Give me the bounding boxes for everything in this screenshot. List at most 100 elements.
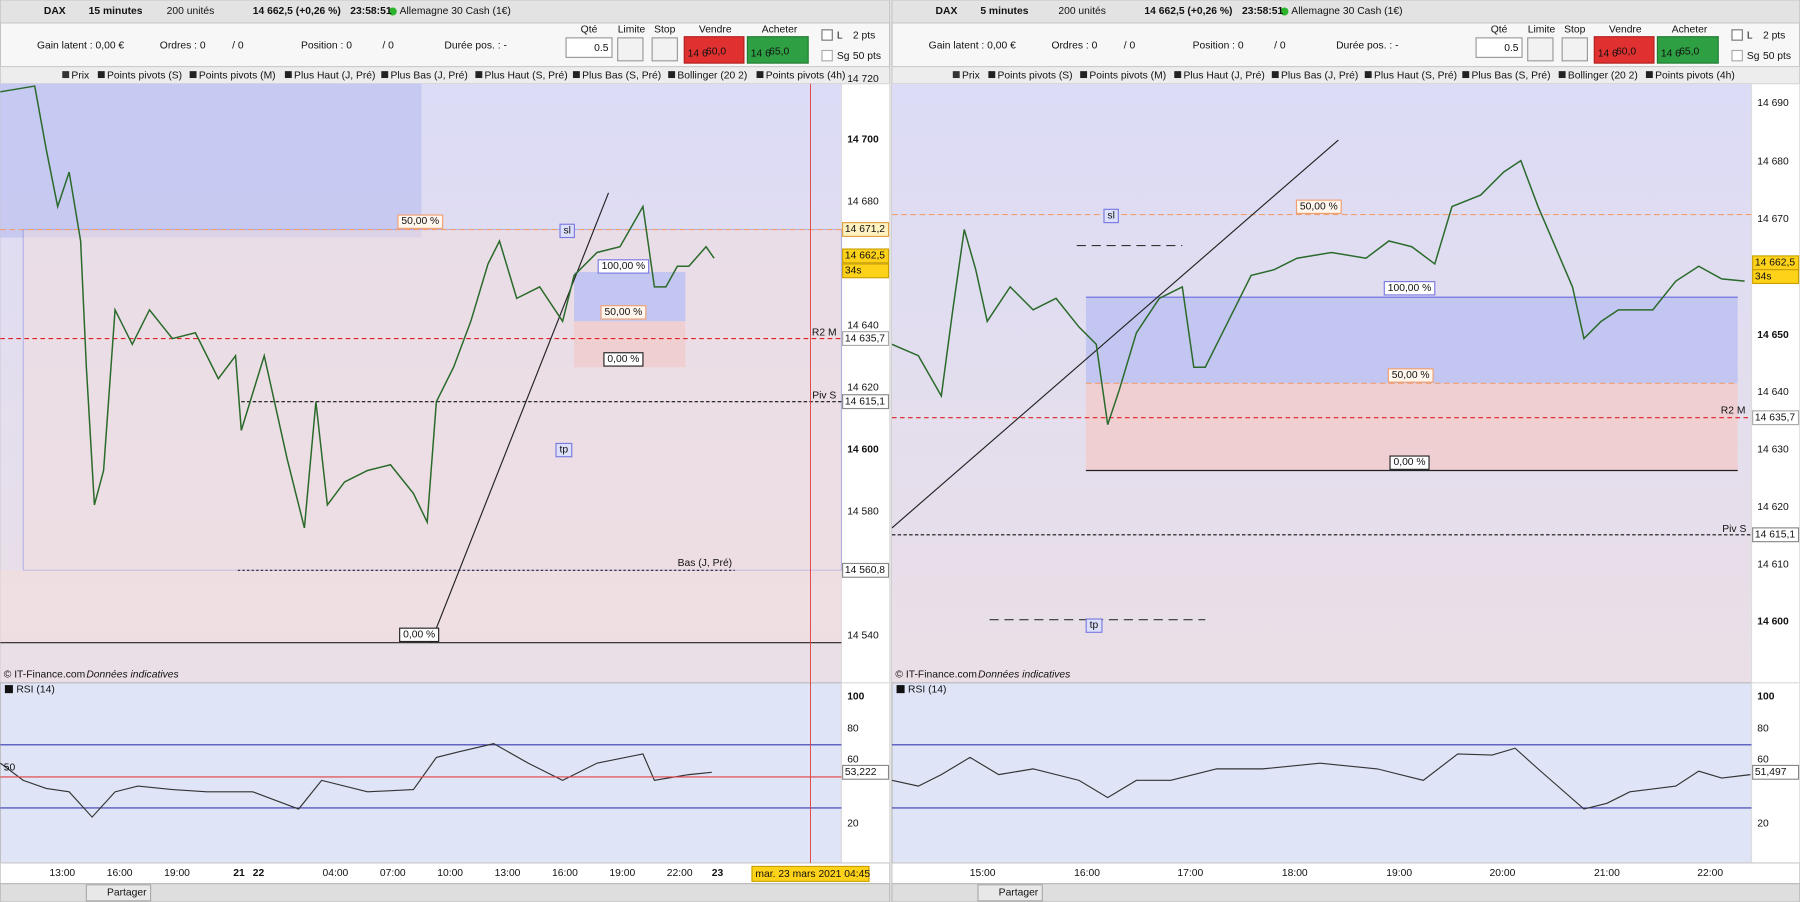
checkbox[interactable]	[1731, 49, 1743, 62]
label: 50 pts	[1763, 51, 1791, 62]
price-tag: 34s	[845, 266, 862, 277]
buy-button[interactable]	[746, 36, 809, 64]
indicator-tab[interactable]: Prix	[71, 70, 90, 81]
price-tag: 14 635,7	[1755, 412, 1795, 423]
share-label[interactable]: Partager	[999, 888, 1039, 899]
annotation-box	[1085, 618, 1103, 633]
indicator-tab[interactable]: Points pivots (4h)	[766, 70, 846, 81]
label: Qté	[1491, 25, 1508, 36]
time-label: 19:00	[164, 868, 190, 879]
indicator-tab[interactable]: Points pivots (M)	[199, 70, 276, 81]
annotation: sl	[1107, 210, 1114, 221]
panel-bg	[0, 883, 891, 902]
tab-icon	[189, 71, 197, 79]
limit-button[interactable]	[1527, 37, 1554, 62]
share-button[interactable]	[977, 884, 1043, 902]
rsi-icon	[896, 685, 905, 694]
time-label: 19:00	[609, 868, 635, 879]
annotation: tp	[559, 445, 568, 456]
indicator-tab[interactable]: Points pivots (M)	[1089, 70, 1166, 81]
share-button[interactable]	[85, 884, 152, 902]
price-axis-label: 14 700	[847, 135, 879, 146]
buy-button[interactable]	[1656, 36, 1719, 64]
disclaimer: Données indicatives	[86, 669, 178, 680]
indicator-tab[interactable]: Plus Bas (S, Pré)	[582, 70, 661, 81]
label: Vendre	[699, 25, 732, 36]
last-price: 14 662,5 (+0,26 %)	[253, 6, 341, 17]
indicator-tab[interactable]: Plus Bas (S, Pré)	[1471, 70, 1550, 81]
time-label: 13:00	[495, 868, 521, 879]
stop-button[interactable]	[651, 37, 678, 62]
panel-bg	[840, 83, 891, 684]
indicator-tab[interactable]: Prix	[962, 70, 981, 81]
rsi-value-box	[842, 764, 890, 780]
annotation: Bas (J, Pré)	[678, 558, 732, 569]
price-tag: 34s	[1755, 271, 1772, 282]
label: Vendre	[1609, 25, 1642, 36]
indicator-tab[interactable]: Plus Haut (J, Pré)	[294, 70, 375, 81]
share-label[interactable]: Partager	[107, 888, 147, 899]
orders-pending: / 0	[232, 41, 244, 52]
tab-icon	[1080, 71, 1088, 79]
checkbox[interactable]	[821, 49, 833, 62]
price-tag-box	[1752, 527, 1800, 543]
rsi-axis-label: 100	[847, 691, 864, 702]
qty-input[interactable]	[1475, 37, 1523, 58]
indicator-tab[interactable]: Plus Bas (J, Pré)	[1281, 70, 1358, 81]
stop-button[interactable]	[1561, 37, 1588, 62]
indicator-tab[interactable]: Plus Bas (J, Pré)	[390, 70, 467, 81]
status-dot	[1280, 7, 1289, 16]
indicator-tab[interactable]: Bollinger (20 2)	[677, 70, 747, 81]
tab-icon	[284, 71, 292, 79]
rsi-axis-label: 60	[1757, 754, 1769, 765]
annotation-box	[1387, 368, 1434, 383]
indicator-tab[interactable]: Points pivots (S)	[107, 70, 182, 81]
price-tag-box	[842, 562, 890, 578]
label: Acheter	[1672, 25, 1708, 36]
date-tag-box	[751, 865, 870, 882]
period: 5 minutes	[980, 6, 1028, 17]
annotation: Piv S	[1722, 524, 1746, 535]
time-label: 21	[233, 868, 245, 879]
indicator-tab[interactable]: Plus Haut (J, Pré)	[1183, 70, 1264, 81]
price-tag: 14 615,1	[845, 396, 885, 407]
limit-button[interactable]	[617, 37, 644, 62]
qty: 0.5	[594, 43, 609, 54]
indicator-tab[interactable]: Points pivots (4h)	[1655, 70, 1735, 81]
annotation: R2 M	[812, 328, 837, 339]
time-label: 04:00	[322, 868, 348, 879]
copyright: © IT-Finance.com	[895, 669, 977, 680]
sell-button[interactable]	[683, 36, 745, 64]
price-axis-label: 14 600	[1757, 617, 1789, 628]
price-axis-label: 14 680	[847, 197, 879, 208]
price-axis-label: 14 600	[847, 445, 879, 456]
instrument: Allemagne 30 Cash (1€)	[1291, 6, 1402, 17]
checkbox[interactable]	[821, 29, 833, 41]
time-label: 22:00	[1697, 868, 1723, 879]
sell-button[interactable]	[1593, 36, 1655, 64]
tab-icon	[1174, 71, 1182, 79]
rsi-line	[0, 743, 712, 818]
tab-icon	[572, 71, 580, 79]
indicator-tab[interactable]: Plus Haut (S, Pré)	[1374, 70, 1457, 81]
label: 2 pts	[1763, 30, 1785, 41]
qty-input[interactable]	[565, 37, 613, 58]
indicator-tab[interactable]: Plus Haut (S, Pré)	[485, 70, 568, 81]
label: Sg	[1747, 51, 1760, 62]
annotation: 50,00 %	[1392, 370, 1430, 381]
symbol: DAX	[936, 6, 958, 17]
price-axis-label: 14 620	[1757, 502, 1789, 513]
rsi-axis-label: 100	[1757, 691, 1774, 702]
indicator-tab[interactable]: Bollinger (20 2)	[1568, 70, 1638, 81]
annotation: 100,00 %	[1388, 283, 1432, 294]
time-label: 21:00	[1594, 868, 1620, 879]
price-tag: 14 635,7	[845, 333, 885, 344]
checkbox[interactable]	[1731, 29, 1743, 41]
price-axis-label: 14 650	[1757, 330, 1789, 341]
tab-icon	[475, 71, 483, 79]
time-label: 20:00	[1490, 868, 1516, 879]
indicator-tab[interactable]: Points pivots (S)	[998, 70, 1073, 81]
annotation-box	[1383, 281, 1436, 296]
time-label: 22:00	[667, 868, 693, 879]
price-axis-label: 14 630	[1757, 445, 1789, 456]
